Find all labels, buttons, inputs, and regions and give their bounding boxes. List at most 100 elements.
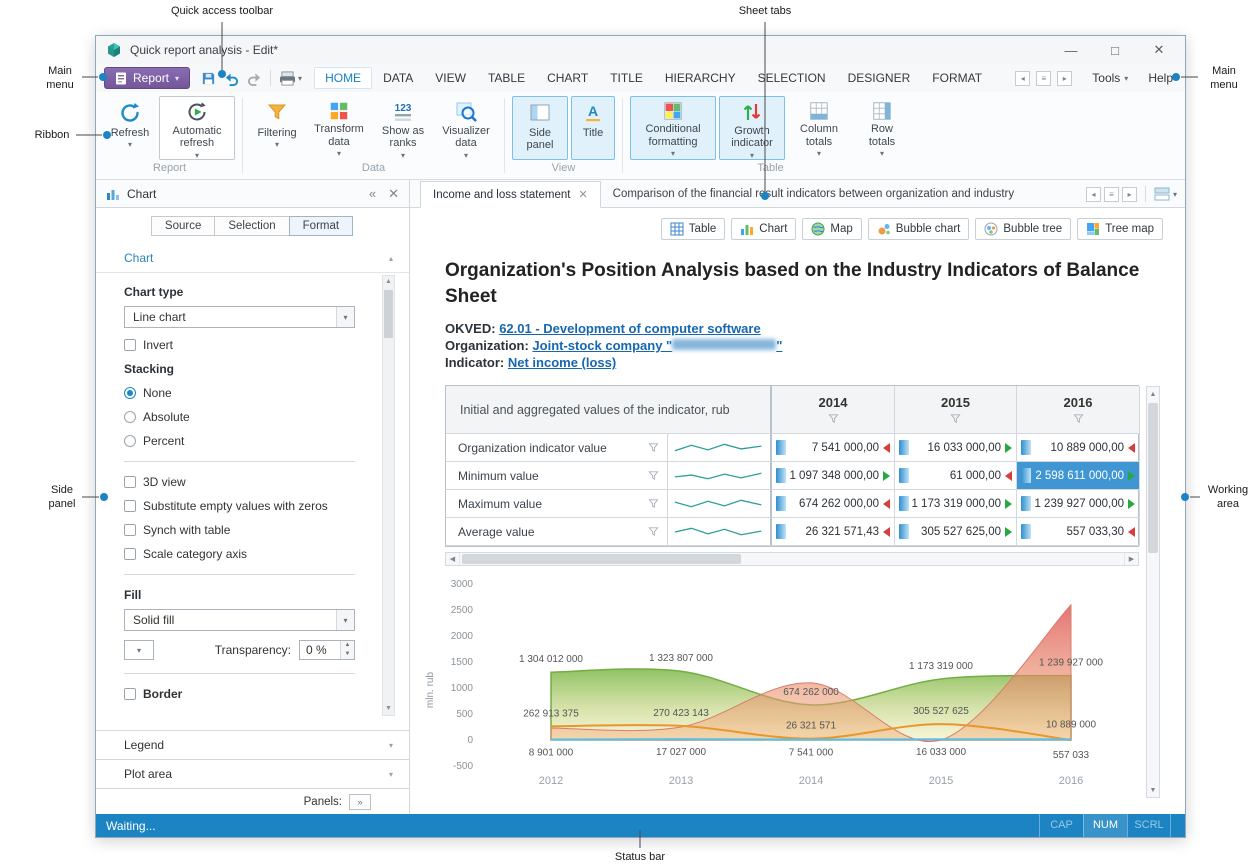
map-view-button[interactable]: Map [802, 218, 861, 240]
column-totals-button[interactable]: Column totals ▾ [788, 96, 850, 160]
tab-scroll-right-button[interactable]: ▸ [1122, 187, 1137, 202]
close-panel-icon[interactable]: ✕ [388, 186, 399, 202]
redo-button[interactable] [244, 68, 264, 88]
table-cell[interactable]: 557 033,30 [1017, 518, 1140, 546]
table-year-header-2014[interactable]: 2014 [772, 386, 895, 434]
horizontal-scrollbar[interactable]: ◀ ▶ [445, 552, 1139, 566]
table-cell[interactable]: 10 889 000,00 [1017, 434, 1140, 462]
maximize-button[interactable]: □ [1105, 43, 1125, 58]
filter-icon[interactable] [648, 470, 659, 481]
menu-tab-table[interactable]: TABLE [477, 67, 536, 89]
sheet-tab-income-loss[interactable]: Income and loss statement ✕ [420, 181, 601, 208]
chart-section-header[interactable]: Chart ▴ [96, 243, 409, 273]
close-tab-icon[interactable]: ✕ [578, 188, 587, 201]
tree-map-view-button[interactable]: Tree map [1077, 218, 1163, 240]
bubble-chart-view-button[interactable]: Bubble chart [868, 218, 970, 240]
table-row-label[interactable]: Organization indicator value [446, 434, 668, 462]
menu-tab-selection[interactable]: SELECTION [747, 67, 837, 89]
tab-scroll-left-button[interactable]: ◂ [1015, 71, 1030, 86]
table-row-label[interactable]: Minimum value [446, 462, 668, 490]
collapse-panel-icon[interactable]: « [369, 186, 376, 201]
table-cell[interactable]: 1 239 927 000,00 [1017, 490, 1140, 518]
panel-tab-format[interactable]: Format [289, 216, 353, 236]
transparency-input[interactable]: 0 % ▲▼ [299, 640, 355, 660]
tools-menu[interactable]: Tools▾ [1092, 71, 1128, 85]
menu-tab-data[interactable]: DATA [372, 67, 424, 89]
layout-split-icon[interactable] [1154, 187, 1170, 201]
bubble-tree-view-button[interactable]: Bubble tree [975, 218, 1071, 240]
scrollbar-thumb[interactable] [462, 554, 741, 564]
scroll-right-icon[interactable]: ▶ [1124, 553, 1138, 565]
legend-section-header[interactable]: Legend ▾ [96, 730, 409, 759]
filter-icon[interactable] [828, 413, 839, 424]
undo-button[interactable] [221, 68, 241, 88]
chevron-down-icon[interactable]: ▾ [298, 74, 302, 83]
menu-tab-format[interactable]: FORMAT [921, 67, 993, 89]
title-toggle-button[interactable]: A Title [571, 96, 615, 160]
automatic-refresh-button[interactable]: Automatic refresh ▾ [159, 96, 235, 160]
tab-scroll-left-button[interactable]: ◂ [1086, 187, 1101, 202]
scrollbar-track[interactable] [1147, 401, 1159, 783]
table-cell[interactable]: 16 033 000,00 [895, 434, 1017, 462]
table-cell-selected[interactable]: 2 598 611 000,00 [1017, 462, 1140, 490]
growth-indicator-button[interactable]: Growth indicator ▾ [719, 96, 785, 160]
side-panel-scrollbar[interactable]: ▲ ▼ [382, 275, 395, 716]
scrollbar-thumb[interactable] [1148, 403, 1158, 553]
side-panel-toggle-button[interactable]: Side panel [512, 96, 568, 160]
print-button[interactable] [277, 68, 297, 88]
tab-scroll-right-button[interactable]: ▸ [1057, 71, 1072, 86]
help-menu[interactable]: Help [1148, 71, 1173, 85]
substitute-empty-checkbox[interactable]: Substitute empty values with zeros [124, 499, 355, 513]
menu-tab-hierarchy[interactable]: HIERARCHY [654, 67, 747, 89]
table-year-header-2015[interactable]: 2015 [895, 386, 1017, 434]
scrollbar-track[interactable] [383, 288, 394, 703]
scroll-down-icon[interactable]: ▼ [1147, 783, 1159, 797]
sheet-tab-comparison[interactable]: Comparison of the financial result indic… [601, 180, 1026, 207]
stacking-percent-radio[interactable]: Percent [124, 434, 355, 448]
panels-button[interactable]: » [349, 794, 371, 810]
close-button[interactable]: ✕ [1149, 42, 1169, 58]
indicator-link[interactable]: Net income (loss) [508, 355, 616, 370]
filter-icon[interactable] [648, 442, 659, 453]
filter-icon[interactable] [950, 413, 961, 424]
refresh-button[interactable]: Refresh ▾ [104, 96, 156, 160]
scroll-left-icon[interactable]: ◀ [446, 553, 460, 565]
menu-tab-title[interactable]: TITLE [599, 67, 654, 89]
stacking-absolute-radio[interactable]: Absolute [124, 410, 355, 424]
table-cell[interactable]: 1 097 348 000,00 [772, 462, 895, 490]
vertical-scrollbar[interactable]: ▲ ▼ [1146, 386, 1160, 798]
table-cell[interactable]: 7 541 000,00 [772, 434, 895, 462]
scrollbar-track[interactable] [460, 553, 1124, 565]
3d-view-checkbox[interactable]: 3D view [124, 475, 355, 489]
stacking-none-radio[interactable]: None [124, 386, 355, 400]
menu-tab-chart[interactable]: CHART [536, 67, 599, 89]
scroll-down-icon[interactable]: ▼ [383, 703, 394, 715]
show-as-ranks-button[interactable]: 123 Show as ranks ▾ [374, 96, 432, 160]
filtering-button[interactable]: Filtering ▾ [250, 96, 304, 160]
minimize-button[interactable]: — [1061, 43, 1081, 58]
table-row-label[interactable]: Maximum value [446, 490, 668, 518]
scale-category-axis-checkbox[interactable]: Scale category axis [124, 547, 355, 561]
organization-link[interactable]: Joint-stock company "" [532, 338, 782, 353]
fill-type-select[interactable]: Solid fill ▾ [124, 609, 355, 631]
table-view-button[interactable]: Table [661, 218, 726, 240]
tab-list-button[interactable]: ≡ [1104, 187, 1119, 202]
conditional-formatting-button[interactable]: Conditional formatting ▾ [630, 96, 716, 160]
table-cell[interactable]: 1 173 319 000,00 [895, 490, 1017, 518]
scrollbar-thumb[interactable] [384, 290, 393, 338]
chart-type-select[interactable]: Line chart ▾ [124, 306, 355, 328]
panel-tab-source[interactable]: Source [151, 216, 215, 236]
table-year-header-2016[interactable]: 2016 [1017, 386, 1140, 434]
menu-tab-designer[interactable]: DESIGNER [837, 67, 922, 89]
report-menu-button[interactable]: Report ▾ [104, 67, 190, 89]
table-cell[interactable]: 305 527 625,00 [895, 518, 1017, 546]
scroll-up-icon[interactable]: ▲ [383, 276, 394, 288]
table-cell[interactable]: 26 321 571,43 [772, 518, 895, 546]
border-checkbox[interactable]: Border [124, 687, 355, 701]
menu-tab-view[interactable]: VIEW [424, 67, 477, 89]
scroll-up-icon[interactable]: ▲ [1147, 387, 1159, 401]
chart-view-button[interactable]: Chart [731, 218, 796, 240]
menu-tab-home[interactable]: HOME [314, 67, 372, 89]
synch-with-table-checkbox[interactable]: Synch with table [124, 523, 355, 537]
chevron-down-icon[interactable]: ▾ [1173, 190, 1177, 199]
